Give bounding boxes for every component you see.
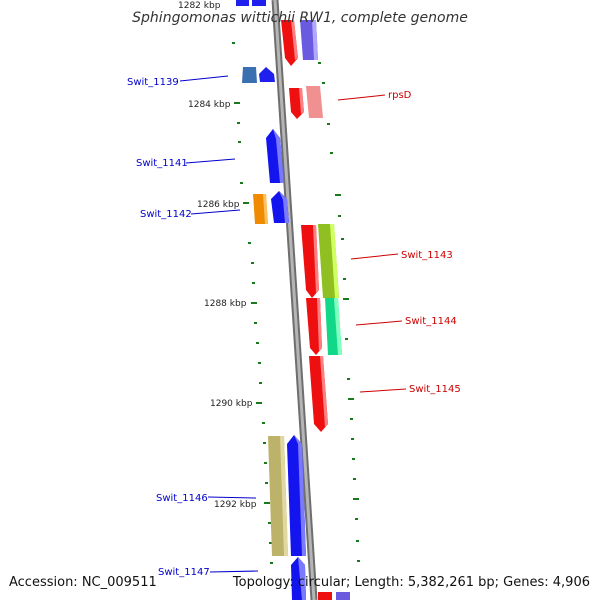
ruler-label-1288: 1288 kbp	[204, 299, 247, 309]
gene-labels: Swit_1139 Swit_1141 Swit_1142 Swit_1146 …	[127, 77, 461, 578]
gene-label-swit-1147[interactable]: Swit_1147	[158, 567, 210, 578]
gene-label-swit-1139[interactable]: Swit_1139	[127, 77, 179, 88]
gene-block	[336, 592, 350, 600]
gene-swit-1139-b	[259, 67, 275, 82]
gene-rpsd-b	[306, 86, 323, 118]
ruler-labels: 1282 kbp 1284 kbp 1286 kbp 1288 kbp 1290…	[178, 1, 257, 510]
gene-block	[252, 0, 266, 6]
gene-label-swit-1142[interactable]: Swit_1142	[140, 209, 192, 220]
accession-text: Accession: NC_009511	[9, 575, 157, 590]
gene-block	[318, 592, 332, 600]
gene-block	[236, 0, 249, 6]
label-leaders	[179, 75, 407, 573]
gene-label-rpsd[interactable]: rpsD	[388, 90, 412, 101]
gene-label-swit-1141[interactable]: Swit_1141	[136, 158, 188, 169]
ruler-label-1292: 1292 kbp	[214, 500, 257, 510]
gene-swit-1139	[242, 67, 257, 83]
gene-label-swit-1145[interactable]: Swit_1145	[409, 384, 461, 395]
genome-summary-text: Topology: circular; Length: 5,382,261 bp…	[232, 575, 590, 590]
forward-genes	[236, 0, 306, 600]
ruler-label-1290: 1290 kbp	[210, 399, 253, 409]
gene-label-swit-1146[interactable]: Swit_1146	[156, 493, 208, 504]
genome-backbone	[271, 0, 318, 600]
ruler-label-1286: 1286 kbp	[197, 200, 240, 210]
ruler-label-1284: 1284 kbp	[188, 100, 231, 110]
genome-title: Sphingomonas wittichii RW1, complete gen…	[132, 10, 468, 26]
gene-label-swit-1144[interactable]: Swit_1144	[405, 316, 457, 327]
gene-label-swit-1143[interactable]: Swit_1143	[401, 250, 453, 261]
ruler-label-1282: 1282 kbp	[178, 1, 221, 11]
reverse-genes	[281, 20, 350, 600]
